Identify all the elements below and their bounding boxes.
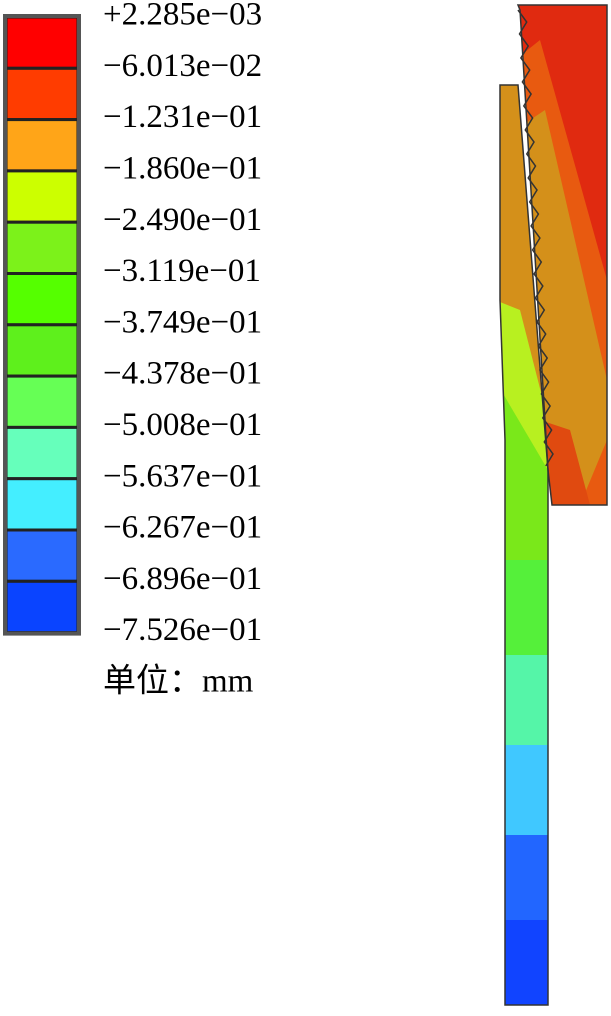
thread [517,9,554,467]
legend-swatch [4,374,80,429]
legend-label: +2.285e−03 [103,0,262,33]
legend-label: −3.749e−01 [103,304,262,340]
legend-label: −1.860e−01 [103,150,262,186]
legend-swatch [4,425,80,481]
legend-label: −3.119e−01 [103,253,261,289]
legend-swatch [4,15,80,70]
legend-swatch [4,272,80,327]
legend-label: −5.637e−01 [103,458,262,494]
legend-label: −6.896e−01 [103,561,262,597]
legend-swatch [4,220,80,275]
legend-swatch [4,169,80,224]
unit-label: 单位：mm [103,663,254,700]
legend-label: −7.526e−01 [103,612,262,648]
legend-swatch [4,66,80,122]
legend-label: −1.231e−01 [103,99,262,135]
bolt-contour [500,85,548,1005]
legend-label: −6.267e−01 [103,510,262,546]
legend: +2.285e−03 −6.013e−02 −1.231e−01 −1.860e−01… [3,0,262,648]
legend-swatch [4,323,80,378]
legend-label: −5.008e−01 [103,407,262,443]
legend-label: −4.378e−01 [103,356,262,392]
legend-label: −6.013e−02 [103,48,262,84]
legend-swatch [4,579,80,635]
legend-swatch [4,118,80,173]
legend-label: −2.490e−01 [103,202,262,238]
legend-swatch [4,477,80,532]
legend-frame [3,14,81,636]
legend-swatch [4,528,80,583]
